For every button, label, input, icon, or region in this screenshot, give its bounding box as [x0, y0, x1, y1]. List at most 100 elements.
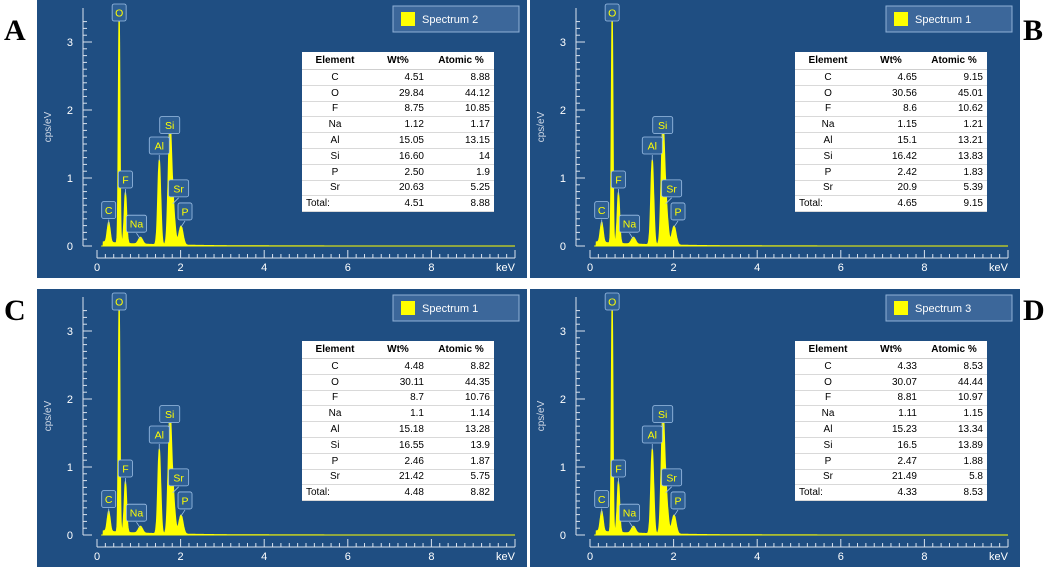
- table-row: Sr 20.9 5.39: [795, 180, 987, 197]
- peak-label-text: Sr: [666, 472, 677, 484]
- peak-label-text: Si: [165, 120, 174, 132]
- x-tick-label: 6: [838, 262, 844, 274]
- peak-label: C: [101, 201, 117, 226]
- table-cell: 15.05: [368, 132, 428, 149]
- peak-label-box: [611, 170, 626, 189]
- y-tick-label: 0: [560, 241, 566, 253]
- table-cell: Na: [302, 405, 368, 423]
- x-tick-label: 2: [671, 262, 677, 274]
- eds-panel: 0 1 2 3 cps/eV 0 2 4 6 8 keV C O F Na Al Si Sr P Spectrum 2…: [37, 0, 527, 278]
- peak-label-text: O: [608, 8, 616, 20]
- peak-leader-line: [180, 220, 186, 228]
- table-cell: O: [302, 374, 368, 391]
- peak-label-text: F: [615, 175, 621, 187]
- table-row: P 2.50 1.9: [302, 164, 494, 181]
- y-tick-label: 3: [67, 326, 73, 338]
- table-cell: 4.33: [861, 358, 921, 375]
- peak-label-text: C: [105, 205, 113, 217]
- table-cell: 4.65: [861, 195, 921, 213]
- table-row: Na 1.11 1.15: [795, 405, 987, 423]
- peak-label: O: [604, 292, 620, 311]
- peak-label: Sr: [661, 468, 683, 494]
- table-cell: 13.15: [428, 132, 494, 149]
- x-tick-label: 8: [921, 551, 927, 563]
- table-cell: 9.15: [921, 69, 987, 86]
- peak-label: F: [118, 170, 133, 195]
- y-tick-label: 1: [560, 173, 566, 185]
- table-cell: 44.44: [921, 374, 987, 391]
- composition-table: Element Wt% Atomic % C 4.33 8.53 O 30.07 44.44 F…: [795, 341, 987, 502]
- peak-label: Al: [641, 425, 663, 450]
- peak-label-text: F: [615, 464, 621, 476]
- table-row: Al 15.18 13.28: [302, 421, 494, 438]
- peak-label: P: [670, 491, 686, 517]
- table-cell: 4.48: [368, 358, 428, 375]
- table-cell: 1.88: [921, 453, 987, 470]
- peak-label: F: [611, 170, 626, 195]
- peak-label: C: [594, 490, 610, 515]
- peak-label-box: [126, 503, 147, 522]
- table-row: C 4.48 8.82: [302, 358, 494, 375]
- table-cell: Total:: [302, 484, 368, 502]
- x-tick-label: 4: [261, 551, 267, 563]
- table-header-cell: Element: [302, 341, 368, 359]
- table-cell: 16.60: [368, 148, 428, 165]
- table-cell: P: [302, 453, 368, 470]
- table-row: Al 15.05 13.15: [302, 132, 494, 149]
- peak-label: F: [611, 459, 626, 484]
- composition-table: Element Wt% Atomic % C 4.48 8.82 O 30.11 44.35 F…: [302, 341, 494, 502]
- table-cell: 15.18: [368, 421, 428, 438]
- table-cell: 8.81: [861, 390, 921, 407]
- peak-label: Al: [148, 136, 170, 161]
- peak-label: Na: [126, 503, 147, 529]
- table-row: Al 15.1 13.21: [795, 132, 987, 149]
- table-row: Total: 4.65 9.15: [795, 195, 987, 213]
- y-tick-label: 1: [67, 173, 73, 185]
- table-cell: 29.84: [368, 85, 428, 102]
- eds-panel: 0 1 2 3 cps/eV 0 2 4 6 8 keV C O F Na Al Si Sr P Spectrum 1…: [530, 0, 1020, 278]
- table-cell: 5.8: [921, 469, 987, 486]
- table-cell: P: [302, 164, 368, 181]
- table-cell: 15.23: [861, 421, 921, 438]
- table-cell: 16.55: [368, 437, 428, 454]
- table-cell: 21.42: [368, 469, 428, 486]
- table-cell: C: [302, 69, 368, 86]
- table-cell: 1.87: [428, 453, 494, 470]
- peak-label-text: P: [675, 206, 682, 218]
- peak-label-box: [670, 202, 686, 221]
- table-cell: 2.50: [368, 164, 428, 181]
- peak-label: Na: [619, 503, 640, 529]
- eds-panel: 0 1 2 3 cps/eV 0 2 4 6 8 keV C O F Na Al Si Sr P Spectrum 3…: [530, 289, 1020, 567]
- table-cell: 1.14: [428, 405, 494, 423]
- table-cell: Si: [302, 148, 368, 165]
- table-row: O 30.11 44.35: [302, 374, 494, 391]
- peak-label: Na: [619, 214, 640, 240]
- peak-leader-line: [629, 232, 634, 240]
- peak-leader-line: [665, 486, 672, 494]
- table-cell: Si: [795, 437, 861, 454]
- table-cell: 8.75: [368, 101, 428, 118]
- peak-label: C: [101, 490, 117, 515]
- panel-letter: D: [1023, 294, 1045, 327]
- y-tick-label: 2: [560, 394, 566, 406]
- table-cell: 1.17: [428, 116, 494, 134]
- table-cell: 1.83: [921, 164, 987, 181]
- y-tick-label: 3: [560, 37, 566, 49]
- x-tick-label: 4: [754, 262, 760, 274]
- x-tick-label: 0: [94, 262, 100, 274]
- peak-label-text: O: [115, 297, 123, 309]
- table-cell: 8.82: [428, 358, 494, 375]
- peak-label-text: Si: [658, 120, 667, 132]
- table-row: C 4.51 8.88: [302, 69, 494, 86]
- peak-label: P: [177, 491, 193, 517]
- eds-panel: 0 1 2 3 cps/eV 0 2 4 6 8 keV C O F Na Al Si Sr P Spectrum 1…: [37, 289, 527, 567]
- table-row: C 4.65 9.15: [795, 69, 987, 86]
- peak-leader-line: [136, 521, 141, 529]
- table-row: Na 1.15 1.21: [795, 116, 987, 134]
- legend: Spectrum 1: [392, 294, 520, 322]
- peak-label-box: [159, 405, 181, 423]
- table-cell: 10.62: [921, 101, 987, 118]
- table-cell: 13.9: [428, 437, 494, 454]
- table-cell: 21.49: [861, 469, 921, 486]
- peak-label-text: Si: [165, 409, 174, 421]
